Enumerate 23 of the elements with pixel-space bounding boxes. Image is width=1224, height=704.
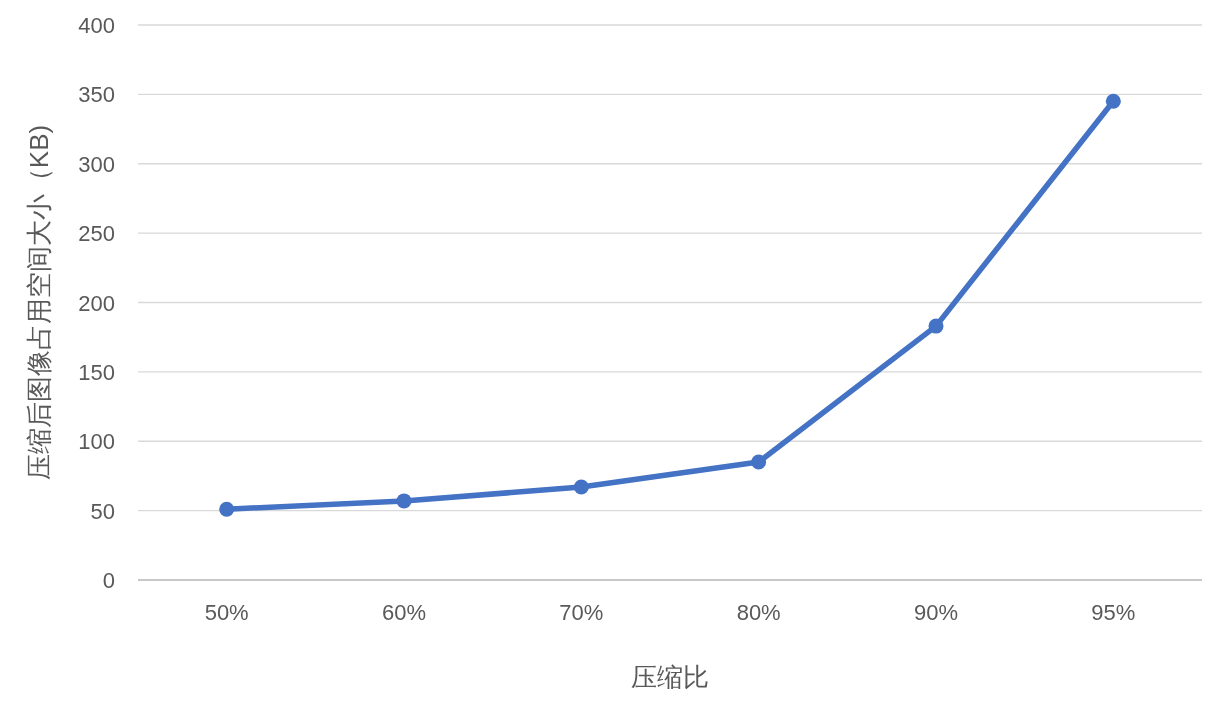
y-tick-label: 250 bbox=[78, 221, 115, 247]
y-tick-label: 0 bbox=[102, 568, 115, 593]
point bbox=[928, 318, 944, 334]
point bbox=[396, 493, 412, 509]
point bbox=[1105, 93, 1121, 109]
x-tick-label: 50% bbox=[204, 600, 249, 625]
y-tick-label: 200 bbox=[78, 290, 115, 316]
y-tick-label: 50 bbox=[90, 498, 115, 524]
x-tick-label: 80% bbox=[736, 600, 781, 625]
y-tick-label: 350 bbox=[78, 82, 115, 108]
y-axis-title: 压缩后图像占用空间大小（KB) bbox=[24, 124, 54, 481]
y-tick-label: 300 bbox=[78, 151, 115, 177]
x-axis-title: 压缩比 bbox=[631, 662, 709, 692]
x-tick-label: 70% bbox=[559, 600, 604, 625]
y-tick-label: 150 bbox=[78, 359, 115, 385]
y-tick-label: 400 bbox=[78, 13, 115, 38]
point bbox=[573, 479, 589, 495]
x-tick-label: 95% bbox=[1091, 600, 1136, 625]
y-tick-label: 100 bbox=[78, 429, 115, 455]
x-tick-label: 90% bbox=[913, 600, 959, 625]
x-tick-label: 60% bbox=[381, 600, 427, 625]
point bbox=[219, 501, 235, 517]
point bbox=[751, 454, 767, 470]
